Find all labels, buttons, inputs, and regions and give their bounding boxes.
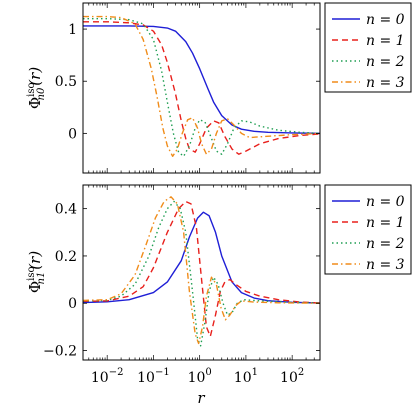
legend-label-bottom-n3: n = 3 bbox=[366, 257, 405, 273]
legend-label-top-n1: n = 1 bbox=[366, 33, 405, 49]
y-tick-label: 0.5 bbox=[55, 74, 77, 90]
plot-area-bottom bbox=[83, 196, 320, 347]
legend-label-bottom-n0: n = 0 bbox=[366, 194, 405, 210]
y-tick-label: 0 bbox=[68, 296, 77, 312]
y-tick-label: 0.4 bbox=[55, 202, 77, 218]
ticks-top: 00.51 bbox=[55, 3, 321, 173]
legend-label-top-n3: n = 3 bbox=[366, 75, 405, 91]
series-line-top-n0 bbox=[83, 25, 320, 135]
panel-top: 00.51 Φison0(r) n = 0n = 1n = 2n = 3 bbox=[26, 2, 412, 174]
legend-label-top-n2: n = 2 bbox=[366, 54, 405, 70]
x-tick-label: 102 bbox=[280, 367, 304, 386]
ticks-bottom: −0.2 0 0.2 0.4 10−2 10−1 100 101 102 bbox=[43, 185, 321, 386]
x-tick-label: 101 bbox=[234, 367, 258, 386]
series-line-bottom-n1 bbox=[83, 200, 320, 338]
y-axis-title-top: Φison0(r) bbox=[26, 67, 47, 110]
y-tick-label: 0.2 bbox=[55, 249, 77, 265]
x-axis-title: r bbox=[197, 389, 205, 407]
legend-label-bottom-n2: n = 2 bbox=[366, 236, 405, 252]
y-axis-title-bottom: Φison1(r) bbox=[26, 251, 47, 294]
legend-box-top bbox=[324, 2, 412, 93]
axes-frame-bottom bbox=[82, 184, 321, 361]
axes-frame-top bbox=[82, 2, 321, 174]
x-tick-label: 100 bbox=[188, 367, 212, 386]
x-tick-label: 10−2 bbox=[91, 367, 124, 386]
series-line-bottom-n0 bbox=[83, 211, 320, 304]
legend-label-bottom-n1: n = 1 bbox=[366, 215, 405, 231]
series-line-top-n1 bbox=[83, 21, 320, 155]
plot-area-top bbox=[83, 15, 320, 158]
legend-box-bottom bbox=[324, 184, 412, 275]
series-line-bottom-n3 bbox=[83, 196, 320, 345]
series-line-bottom-n2 bbox=[83, 200, 320, 347]
x-tick-label: 10−1 bbox=[137, 367, 170, 386]
legend-bottom: n = 0 n = 1 n = 2 n = 3 bbox=[324, 184, 412, 275]
y-tick-label: 1 bbox=[68, 22, 77, 38]
legend-label-top-n0: n = 0 bbox=[366, 12, 405, 28]
legend-top: n = 0 n = 1 n = 2 n = 3 bbox=[324, 2, 412, 93]
y-tick-label: 0 bbox=[68, 126, 77, 142]
y-tick-label: −0.2 bbox=[43, 344, 77, 360]
panel-bottom: −0.2 0 0.2 0.4 10−2 10−1 100 101 102 Φison1(r) r… bbox=[26, 184, 412, 407]
series-line-top-n3 bbox=[83, 15, 320, 158]
